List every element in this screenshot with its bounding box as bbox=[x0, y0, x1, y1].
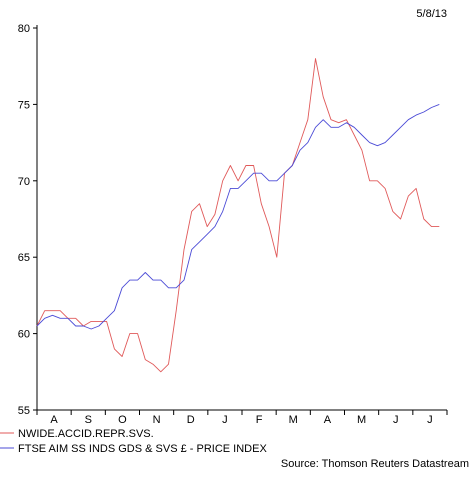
x-tick-label: A bbox=[50, 414, 58, 426]
legend-label-2: FTSE AIM SS INDS GDS & SVS £ - PRICE IND… bbox=[18, 443, 267, 455]
chart-date-label: 5/8/13 bbox=[416, 8, 447, 20]
x-tick-label: J bbox=[427, 414, 433, 426]
y-tick-label: 75 bbox=[18, 99, 30, 111]
x-tick-label: A bbox=[324, 414, 332, 426]
y-tick-label: 55 bbox=[18, 405, 30, 417]
x-tick-label: S bbox=[85, 414, 92, 426]
x-tick-label: J bbox=[222, 414, 228, 426]
x-tick-label: M bbox=[289, 414, 298, 426]
chart-source-label: Source: Thomson Reuters Datastream bbox=[281, 458, 469, 470]
y-tick-label: 60 bbox=[18, 329, 30, 341]
y-tick-label: 70 bbox=[18, 176, 30, 188]
y-tick-label: 65 bbox=[18, 252, 30, 264]
x-tick-label: N bbox=[153, 414, 161, 426]
y-tick-label: 80 bbox=[18, 23, 30, 35]
series-line-2 bbox=[36, 103, 440, 330]
x-tick-label: J bbox=[393, 414, 399, 426]
x-tick-label: M bbox=[357, 414, 366, 426]
series-line-1 bbox=[36, 58, 440, 373]
x-tick-label: O bbox=[118, 414, 127, 426]
x-tick-label: F bbox=[256, 414, 263, 426]
x-tick-label: D bbox=[187, 414, 195, 426]
legend-label-1: NWIDE.ACCID.REPR.SVS. bbox=[18, 428, 154, 440]
